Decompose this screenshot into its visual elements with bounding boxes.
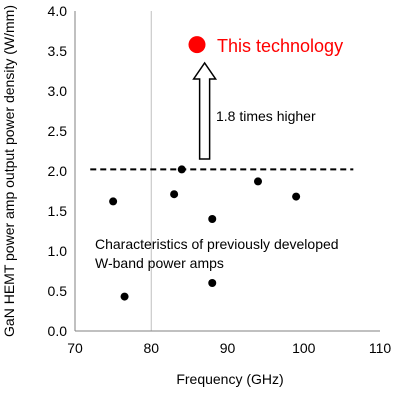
y-tick-label: 3.0 xyxy=(48,83,68,99)
group-label-line1: Characteristics of previously developed xyxy=(95,236,339,252)
data-point xyxy=(177,165,186,174)
highlight-label: This technology xyxy=(217,36,343,56)
data-point xyxy=(120,292,129,301)
x-tick-label: 100 xyxy=(292,340,316,356)
arrow-layer xyxy=(192,61,218,160)
x-tick-label: 70 xyxy=(67,340,83,356)
y-tick-label: 2.0 xyxy=(48,163,68,179)
ticks-layer: 70 80 90 100 110 0.0 0.5 1.0 1.5 2.0 2.5 3.0 3.5 4.0 xyxy=(48,3,392,356)
data-point xyxy=(170,190,179,199)
group-label-line2: W-band power amps xyxy=(95,255,224,271)
up-arrow xyxy=(192,61,218,160)
points-layer xyxy=(109,36,301,301)
y-tick-label: 1.5 xyxy=(48,203,68,219)
highlight-data-point xyxy=(188,36,206,54)
x-tick-label: 80 xyxy=(143,340,159,356)
data-point xyxy=(208,279,217,287)
y-tick-label: 0.5 xyxy=(48,283,68,299)
data-point xyxy=(254,177,262,186)
y-tick-label: 4.0 xyxy=(48,3,68,19)
y-tick-label: 2.5 xyxy=(48,123,68,139)
x-axis-title: Frequency (GHz) xyxy=(176,371,283,387)
data-point xyxy=(109,197,118,206)
x-tick-label: 90 xyxy=(220,340,236,356)
arrow-label: 1.8 times higher xyxy=(216,108,316,124)
y-tick-label: 3.5 xyxy=(48,43,68,59)
x-tick-label: 110 xyxy=(369,340,392,356)
y-axis-title: GaN HEMT power amp output power density … xyxy=(1,5,17,337)
y-tick-label: 1.0 xyxy=(48,243,68,259)
y-tick-label: 0.0 xyxy=(48,323,68,339)
data-point xyxy=(292,192,301,201)
axes-layer xyxy=(74,11,380,332)
data-point xyxy=(208,215,217,223)
